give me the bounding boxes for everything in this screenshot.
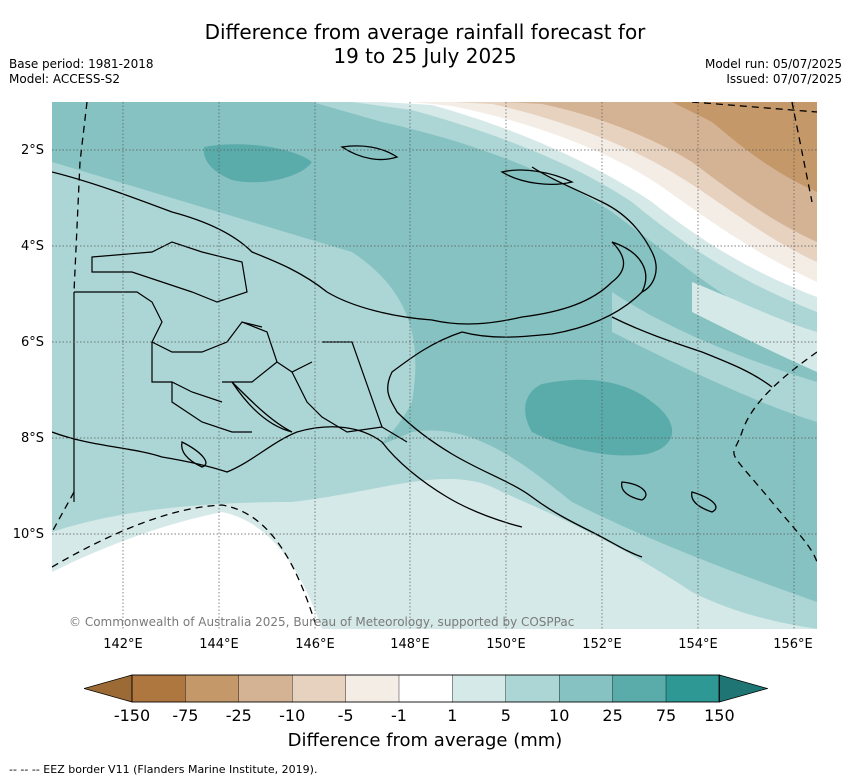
contour-neg1-1-south: [52, 512, 322, 629]
contour-25-75-east: [525, 379, 673, 456]
colorbar: [84, 674, 768, 703]
colorbar-cell: [398, 674, 454, 703]
lon-label-146e: 146°E: [295, 637, 335, 652]
colorbar-tick-label: -150: [113, 706, 151, 725]
colorbar-tick-label: -10: [279, 706, 306, 725]
lon-label-154e: 154°E: [678, 637, 718, 652]
colorbar-cell: [291, 674, 347, 703]
borders: [73, 241, 408, 502]
model-run: Model run: 05/07/2025: [704, 57, 842, 71]
lon-label-144e: 144°E: [199, 637, 239, 652]
colorbar-extend-high: [719, 674, 768, 703]
colorbar-cell: [505, 674, 560, 703]
lon-label-152e: 152°E: [582, 637, 622, 652]
colorbar-tick-label: 150: [704, 706, 735, 725]
lon-label-142e: 142°E: [103, 637, 143, 652]
colorbar-cell: [131, 674, 187, 703]
colorbar-cell: [665, 674, 721, 703]
title-line-1: Difference from average rainfall forecas…: [204, 20, 646, 44]
base-period: Base period: 1981-2018: [9, 57, 154, 71]
colorbar-tick-label: 5: [500, 706, 511, 725]
contour-neg75-neg25: [672, 102, 817, 192]
lat-label-8s: 8°S: [20, 431, 44, 446]
copyright-notice: © Commonwealth of Australia 2025, Bureau…: [69, 615, 575, 629]
model-name: Model: ACCESS-S2: [9, 72, 121, 86]
map-title: Difference from average rainfall forecas…: [0, 20, 850, 68]
colorbar-tick-label: 25: [602, 706, 623, 725]
lon-label-156e: 156°E: [773, 637, 813, 652]
title-line-2: 19 to 25 July 2025: [333, 44, 517, 68]
colorbar-tick-label: -1: [391, 706, 407, 725]
colorbar-cell: [238, 674, 293, 703]
colorbar-tick-label: -25: [225, 706, 252, 725]
eez-border: [52, 102, 817, 629]
contour-5-10-west: [52, 162, 416, 509]
contour-1-5-east: [692, 282, 817, 372]
colorbar-cell: [345, 674, 400, 703]
colorbar-cell: [452, 674, 507, 703]
colorbar-tick-label: 1: [447, 706, 458, 725]
contour-25-75-north: [203, 144, 312, 183]
colorbar-extend-low: [84, 674, 133, 703]
lat-label-10s: 10°S: [12, 527, 44, 542]
colorbar-tick-label: -5: [337, 706, 354, 725]
colorbar-cell: [559, 674, 614, 703]
lat-label-4s: 4°S: [20, 239, 44, 254]
colorbar-title: Difference from average (mm): [287, 730, 563, 751]
lon-label-150e: 150°E: [486, 637, 526, 652]
colorbar-tick-label: -75: [172, 706, 199, 725]
meta-right: Model run: 05/07/2025 Issued: 07/07/2025: [705, 57, 842, 87]
colorbar-tick-label: 75: [655, 706, 677, 725]
lat-label-2s: 2°S: [20, 143, 44, 158]
lon-label-148e: 148°E: [390, 637, 430, 652]
eez-legend: -- -- -- EEZ border V11 (Flanders Marine…: [9, 763, 318, 776]
lat-label-6s: 6°S: [20, 335, 44, 350]
colorbar-tick-label: 10: [549, 706, 570, 725]
gridlines: [52, 102, 817, 629]
issued-date: Issued: 07/07/2025: [726, 72, 842, 86]
coastline: [52, 145, 773, 558]
meta-left: Base period: 1981-2018 Model: ACCESS-S2: [9, 57, 154, 87]
rainfall-map: [52, 102, 817, 629]
colorbar-cell: [612, 674, 667, 703]
colorbar-cell: [185, 674, 240, 703]
